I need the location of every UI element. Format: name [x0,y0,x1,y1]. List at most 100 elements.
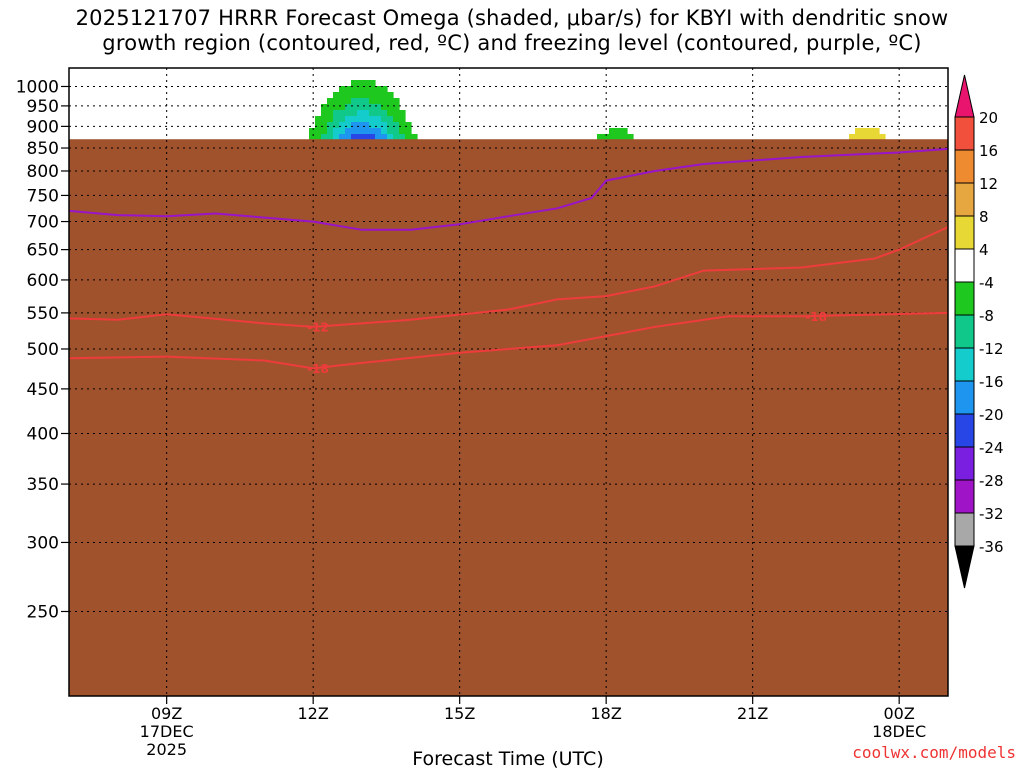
omega-cell [849,134,856,141]
colorbar-label: -4 [979,274,994,292]
omega-cell [627,134,634,141]
omega-cell [345,104,352,111]
colorbar-label: -32 [979,505,1004,523]
colorbar-label: 4 [979,241,989,259]
omega-cell [405,128,412,135]
omega-cell [315,116,322,123]
omega-cell [333,104,340,111]
omega-cell [369,86,376,93]
omega-cell [381,98,388,105]
omega-cell [393,122,400,129]
y-tick-label: 700 [27,213,59,233]
omega-cell [357,98,364,105]
omega-cell [369,80,376,87]
y-tick-label: 950 [27,97,59,117]
y-tick-label: 250 [27,602,59,622]
omega-cell [345,134,352,141]
omega-cell [393,104,400,111]
omega-cell [345,128,352,135]
omega-cell [393,110,400,117]
omega-cell [351,134,358,141]
y-tick-label: 650 [27,241,59,261]
omega-cell [855,134,862,141]
y-tick-label: 350 [27,475,59,495]
omega-cell [333,116,340,123]
omega-cell [357,92,364,99]
omega-cell [345,92,352,99]
omega-cell [363,86,370,93]
colorbar-label: -20 [979,406,1004,424]
omega-cell [369,128,376,135]
omega-cell [357,128,364,135]
omega-cell [345,86,352,93]
omega-cell [381,122,388,129]
omega-cell [387,116,394,123]
x-tick-label: 12Z [298,704,329,723]
omega-cell [333,92,340,99]
x-tick-year: 2025 [146,740,187,759]
colorbar-label: 20 [979,109,998,127]
omega-cell [339,122,346,129]
contour-line--12 [69,226,948,328]
omega-cell [363,92,370,99]
contour-label: -18 [805,310,827,324]
omega-cell [369,92,376,99]
colorbar-bin [954,380,975,415]
colorbar-bin [954,413,975,448]
colorbar-bin [954,314,975,349]
contour-label: -12 [307,321,329,335]
omega-cell [357,134,364,141]
y-tick-label: 850 [27,139,59,159]
omega-cell [327,116,334,123]
omega-cell [399,116,406,123]
chart-title: 2025121707 HRRR Forecast Omega (shaded, … [75,6,949,55]
omega-cell [363,104,370,111]
omega-cell [339,104,346,111]
source-credit: coolwx.com/models [852,743,1016,762]
omega-cell [339,128,346,135]
omega-cell [405,122,412,129]
colorbar-bin [954,215,975,250]
y-tick-label: 300 [27,533,59,553]
omega-cell [321,134,328,141]
omega-cell [333,110,340,117]
grid [69,68,948,696]
y-tick-label: 550 [27,304,59,324]
omega-cell [327,110,334,117]
omega-cell [387,128,394,135]
omega-cell [309,128,316,135]
colorbar-bin [954,182,975,217]
omega-cell [375,128,382,135]
omega-cell [375,122,382,129]
omega-cell [615,128,622,135]
omega-cell [327,128,334,135]
omega-cell [321,104,328,111]
omega-cell [363,128,370,135]
omega-cell [327,134,334,141]
omega-cell [375,92,382,99]
y-tick-label: 1000 [16,77,59,97]
omega-cell [873,128,880,135]
omega-cell [369,116,376,123]
omega-cell [387,98,394,105]
omega-cell [339,134,346,141]
omega-cell [393,98,400,105]
colorbar-bin [954,116,975,151]
omega-cell [345,116,352,123]
omega-cell [363,80,370,87]
omega-cell [873,134,880,141]
omega-cell [345,110,352,117]
omega-cell [363,122,370,129]
omega-cell [381,110,388,117]
omega-cell [351,116,358,123]
omega-cell [357,122,364,129]
omega-cell [879,134,886,141]
omega-cell [345,122,352,129]
omega-cell [339,86,346,93]
colorbar-label: -24 [979,439,1004,457]
colorbar-label: 8 [979,208,989,226]
omega-cell [321,110,328,117]
